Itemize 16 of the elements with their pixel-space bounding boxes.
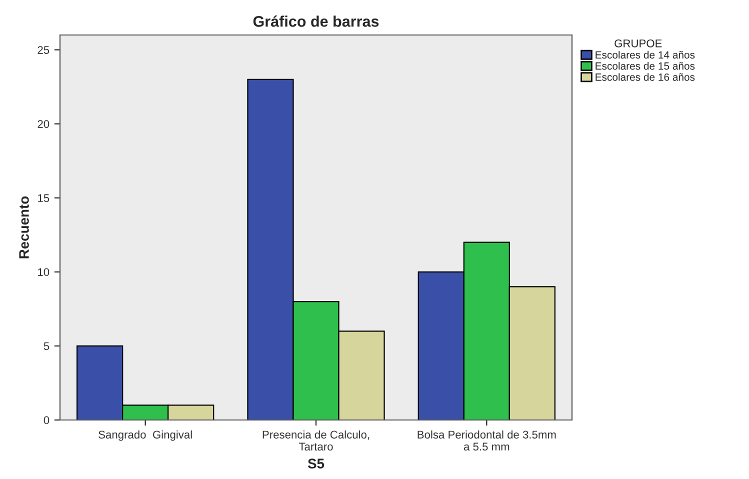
y-tick-label: 5 [44, 342, 50, 350]
legend-title: GRUPOE [614, 39, 662, 48]
legend-label: Escolares de 15 años [596, 62, 695, 70]
y-tick-label: 0 [44, 416, 50, 424]
x-axis-title: S5 [308, 458, 324, 468]
y-tick-label: 25 [38, 46, 50, 54]
y-tick-label: 15 [38, 194, 50, 202]
legend-label: Escolares de 14 años [596, 50, 695, 59]
legend-label: Escolares de 16 años [596, 73, 695, 81]
y-tick-label: 20 [38, 120, 50, 128]
x-tick-label: Sangrado Gingival [98, 430, 192, 441]
chart-title: Gráfico de barras [253, 15, 379, 27]
x-tick-label: Bolsa Periodontal de 3.5mm a 5.5 mm [418, 430, 556, 451]
y-axis-title: Recuento [19, 196, 29, 258]
x-tick-label: Presencia de Calculo, Tartaro [262, 430, 370, 451]
y-tick-label: 10 [38, 268, 50, 276]
